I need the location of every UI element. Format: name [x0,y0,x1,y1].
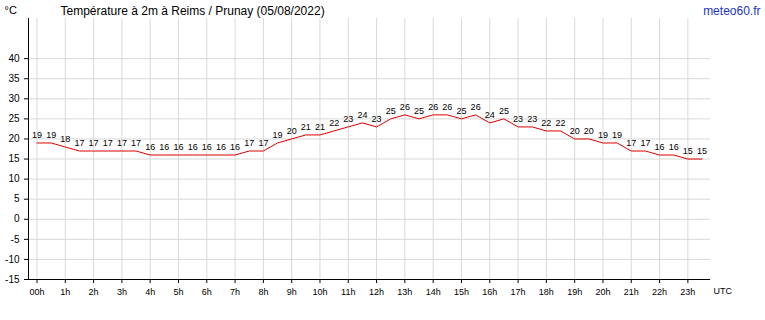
svg-text:22: 22 [541,118,551,128]
svg-text:16: 16 [202,142,212,152]
svg-text:15: 15 [8,153,20,164]
svg-text:5: 5 [14,193,20,204]
svg-text:26: 26 [428,102,438,112]
svg-text:19: 19 [273,130,283,140]
svg-text:20: 20 [584,126,594,136]
svg-text:17: 17 [131,138,141,148]
svg-text:23h: 23h [680,287,695,297]
svg-text:25: 25 [456,106,466,116]
svg-text:18: 18 [60,134,70,144]
svg-text:22: 22 [329,118,339,128]
svg-text:17: 17 [103,138,113,148]
svg-text:25: 25 [414,106,424,116]
svg-text:4h: 4h [145,287,155,297]
svg-text:17: 17 [74,138,84,148]
svg-text:17h: 17h [511,287,526,297]
svg-text:16: 16 [669,142,679,152]
svg-text:17: 17 [640,138,650,148]
svg-text:26: 26 [400,102,410,112]
svg-text:meteo60.fr: meteo60.fr [703,4,760,18]
svg-text:11h: 11h [341,287,355,297]
svg-text:23: 23 [513,114,523,124]
svg-text:16: 16 [145,142,155,152]
svg-text:21: 21 [315,122,325,132]
svg-text:17: 17 [89,138,99,148]
svg-text:17: 17 [117,138,127,148]
svg-text:00h: 00h [29,287,44,297]
svg-text:40: 40 [8,53,20,64]
svg-text:35: 35 [8,73,20,84]
svg-text:30: 30 [8,93,20,104]
svg-text:23: 23 [372,114,382,124]
svg-text:19: 19 [598,130,608,140]
svg-text:17: 17 [258,138,268,148]
svg-text:-10: -10 [5,254,20,265]
svg-text:16: 16 [188,142,198,152]
svg-text:22: 22 [556,118,566,128]
svg-text:15h: 15h [454,287,469,297]
svg-text:-5: -5 [11,234,20,245]
svg-text:16h: 16h [482,287,497,297]
svg-text:13h: 13h [397,287,412,297]
svg-text:19: 19 [32,130,42,140]
svg-text:19: 19 [612,130,622,140]
svg-text:24: 24 [357,110,367,120]
svg-text:23: 23 [527,114,537,124]
svg-text:15: 15 [697,146,707,156]
svg-text:17: 17 [244,138,254,148]
svg-text:10h: 10h [312,287,327,297]
svg-text:10: 10 [8,173,20,184]
svg-text:20: 20 [8,133,20,144]
svg-text:1h: 1h [60,287,70,297]
svg-text:12h: 12h [369,287,384,297]
svg-text:20h: 20h [595,287,610,297]
svg-text:0: 0 [14,213,20,224]
svg-text:8h: 8h [258,287,268,297]
svg-text:26: 26 [471,102,481,112]
svg-text:24: 24 [485,110,495,120]
svg-text:25: 25 [386,106,396,116]
svg-text:°C: °C [5,4,17,16]
svg-text:3h: 3h [117,287,127,297]
svg-text:25: 25 [8,113,20,124]
svg-text:7h: 7h [230,287,240,297]
svg-text:5h: 5h [173,287,183,297]
svg-text:25: 25 [499,106,509,116]
svg-text:19: 19 [46,130,56,140]
svg-text:21h: 21h [624,287,639,297]
svg-text:16: 16 [173,142,183,152]
svg-text:2h: 2h [89,287,99,297]
svg-text:16: 16 [159,142,169,152]
svg-text:Température à 2m à Reims / Pru: Température à 2m à Reims / Prunay (05/08… [61,4,325,18]
svg-text:15: 15 [683,146,693,156]
svg-text:16: 16 [655,142,665,152]
svg-text:23: 23 [343,114,353,124]
svg-text:20: 20 [570,126,580,136]
svg-text:UTC: UTC [714,286,733,296]
svg-text:14h: 14h [426,287,441,297]
svg-text:22h: 22h [652,287,667,297]
svg-text:21: 21 [301,122,311,132]
svg-text:16: 16 [230,142,240,152]
svg-text:16: 16 [216,142,226,152]
svg-text:26: 26 [442,102,452,112]
svg-text:9h: 9h [287,287,297,297]
svg-text:19h: 19h [567,287,582,297]
svg-text:6h: 6h [202,287,212,297]
svg-text:20: 20 [287,126,297,136]
svg-text:17: 17 [626,138,636,148]
svg-text:-15: -15 [5,274,20,285]
svg-text:18h: 18h [539,287,554,297]
